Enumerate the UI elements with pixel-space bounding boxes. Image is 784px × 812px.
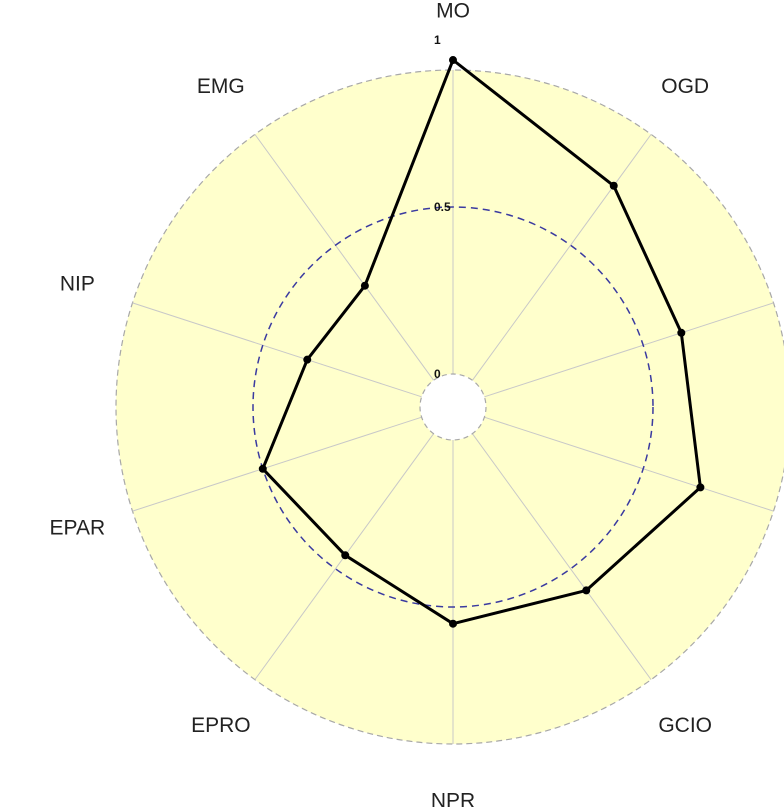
grid-spoke — [471, 433, 652, 680]
reference-circle — [252, 206, 654, 608]
grid-spokes — [132, 70, 774, 744]
data-point — [258, 464, 267, 473]
data-point — [609, 181, 618, 190]
ticks-layer: 00.51 — [434, 33, 451, 381]
grid-spoke — [132, 302, 422, 398]
axis-label-npr: NPR — [431, 790, 475, 807]
data-point — [303, 355, 312, 364]
tick-label: 0 — [434, 367, 441, 381]
axis-label-emg: EMG — [197, 75, 245, 98]
axis-label-epar: EPAR — [50, 517, 106, 540]
tick-label: 0.5 — [434, 200, 451, 214]
grid-spoke — [132, 416, 422, 512]
grid-spoke — [471, 134, 652, 381]
axis-label-mo: MO — [436, 0, 470, 23]
data-point — [360, 281, 369, 290]
grid-spoke — [254, 134, 435, 381]
data-point — [449, 619, 457, 628]
inner-circle — [419, 373, 487, 441]
series-layer — [258, 56, 705, 628]
data-point — [582, 586, 591, 595]
axis-label-nip: NIP — [60, 272, 95, 295]
axis-label-epro: EPRO — [191, 714, 251, 737]
data-point — [449, 56, 457, 65]
data-point — [341, 551, 350, 560]
tick-label: 1 — [434, 33, 441, 47]
axis-label-gcio: GCIO — [658, 714, 712, 737]
data-point — [677, 328, 686, 337]
grid-spoke — [484, 302, 774, 398]
data-point — [696, 483, 705, 492]
grid-spoke — [484, 416, 774, 512]
axis-label-ogd: OGD — [661, 75, 709, 98]
labels-layer: MO OGD GCIO NPR EPRO EPAR NIP EMG — [50, 0, 712, 812]
